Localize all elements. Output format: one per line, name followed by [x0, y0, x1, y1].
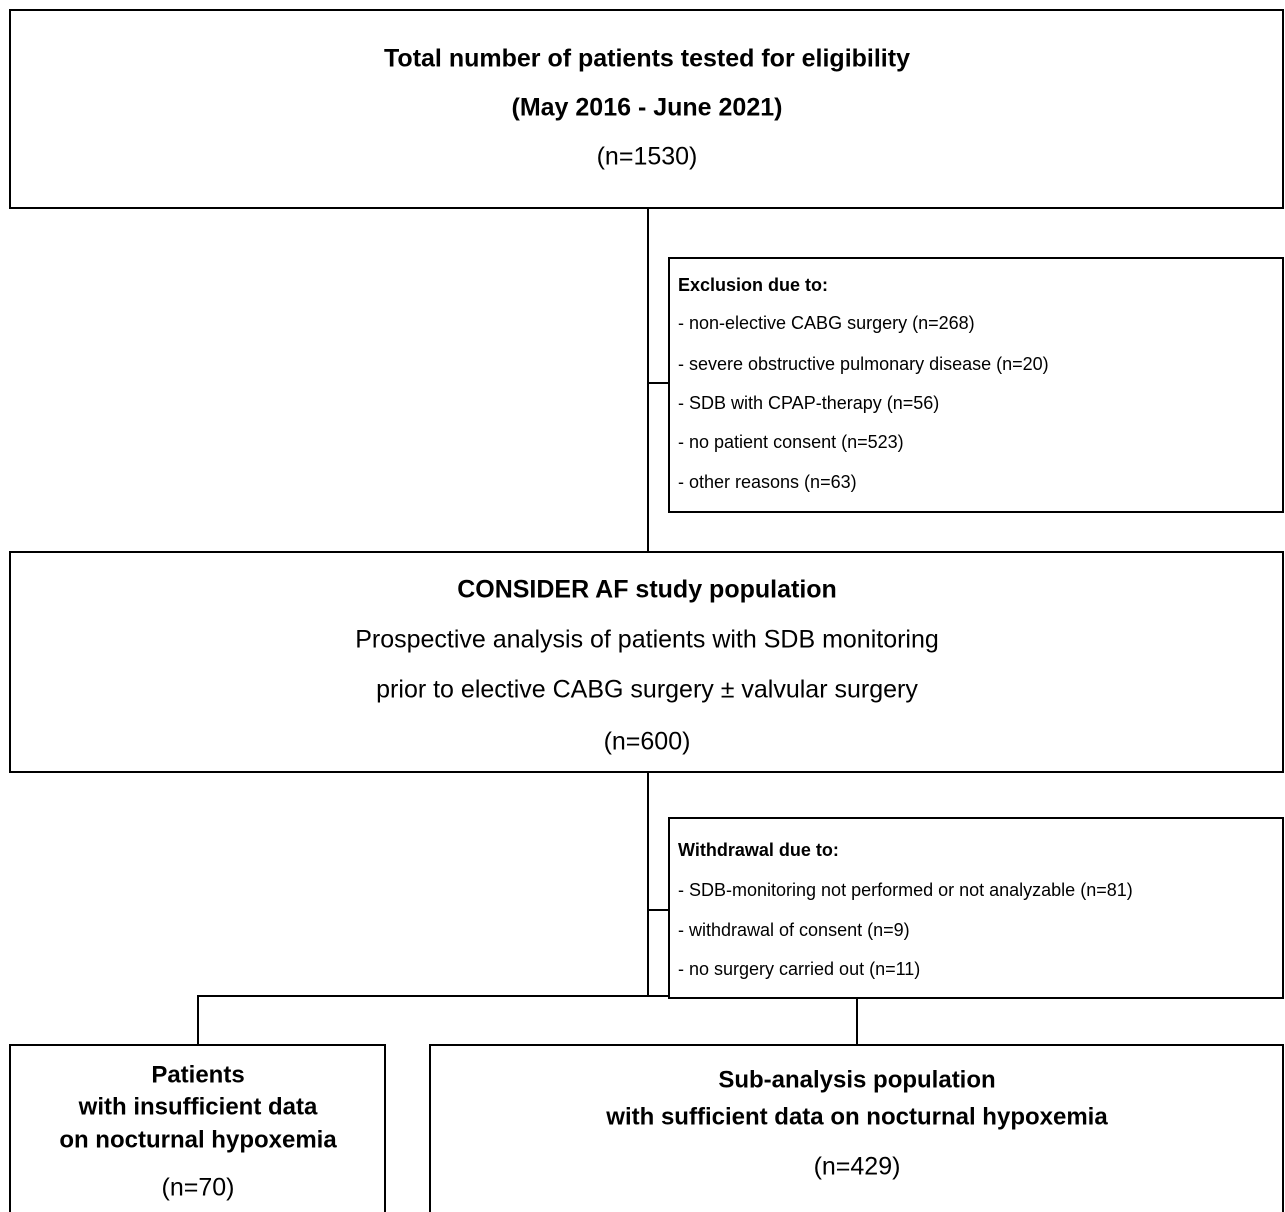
- side-item: - SDB-monitoring not performed or not an…: [678, 880, 1133, 900]
- box: [9, 551, 1284, 773]
- box-title: CONSIDER AF study population: [457, 576, 837, 604]
- box-count: (n=70): [162, 1174, 235, 1202]
- box-text: prior to elective CABG surgery ± valvula…: [376, 676, 918, 704]
- box-title: on nocturnal hypoxemia: [59, 1126, 337, 1153]
- box-title: Sub-analysis population: [718, 1066, 995, 1093]
- box: [429, 1044, 1284, 1212]
- box-title: Patients: [151, 1061, 244, 1088]
- side-item: - severe obstructive pulmonary disease (…: [678, 354, 1049, 374]
- box-count: (n=429): [814, 1153, 901, 1181]
- box: [9, 9, 1284, 209]
- side-item: - non-elective CABG surgery (n=268): [678, 313, 975, 333]
- side-title: Withdrawal due to:: [678, 840, 839, 860]
- side-item: - other reasons (n=63): [678, 472, 857, 492]
- box: [9, 1044, 386, 1212]
- side-box: [668, 257, 1284, 513]
- side-item: - SDB with CPAP-therapy (n=56): [678, 393, 939, 413]
- side-item: - withdrawal of consent (n=9): [678, 920, 910, 940]
- box-title: Total number of patients tested for elig…: [384, 45, 910, 73]
- box-title: with sufficient data on nocturnal hypoxe…: [605, 1103, 1108, 1130]
- side-box: [668, 817, 1284, 999]
- side-item: - no patient consent (n=523): [678, 432, 904, 452]
- box-text: Prospective analysis of patients with SD…: [355, 626, 939, 654]
- box-count: (n=600): [604, 728, 691, 756]
- box-title: with insufficient data: [78, 1093, 318, 1120]
- box-count: (n=1530): [597, 143, 698, 171]
- side-item: - no surgery carried out (n=11): [678, 959, 920, 979]
- box-title: (May 2016 - June 2021): [512, 94, 783, 122]
- side-title: Exclusion due to:: [678, 275, 828, 295]
